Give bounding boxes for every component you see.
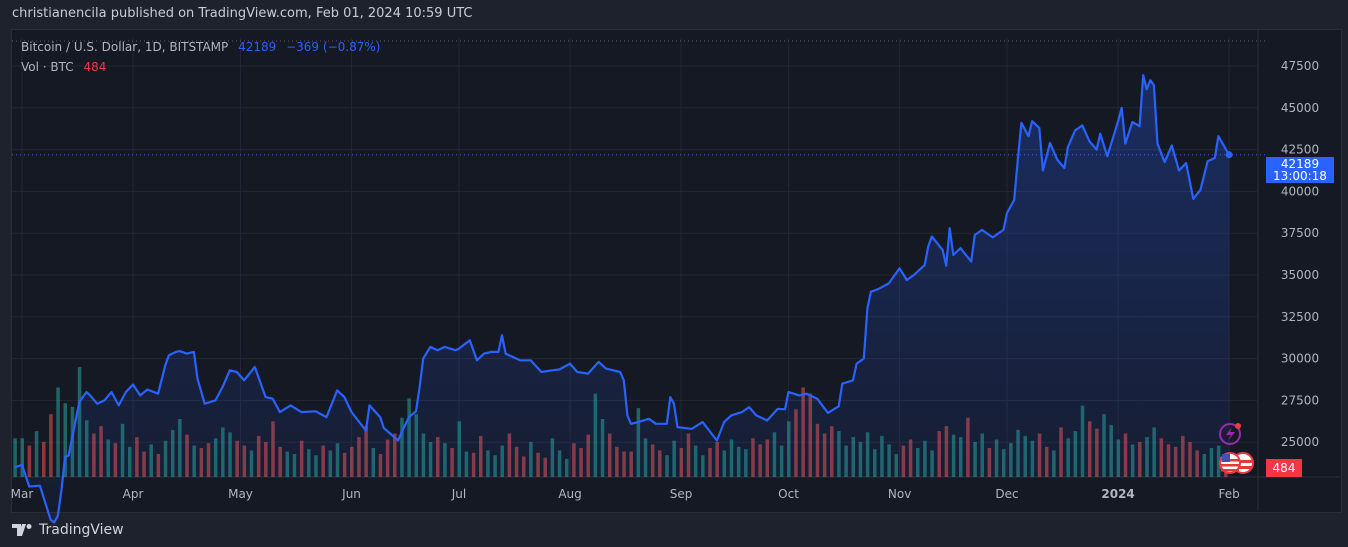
time-tick-label: Sep xyxy=(670,487,693,501)
price-change: −369 (−0.87%) xyxy=(286,40,381,54)
time-tick-label: Jun xyxy=(341,487,361,501)
last-price-dot xyxy=(1225,151,1233,159)
time-tick-label: Feb xyxy=(1219,487,1240,501)
price-tick-label: 25000 xyxy=(1281,435,1319,449)
time-tick-label: Aug xyxy=(558,487,581,501)
tradingview-logo-icon xyxy=(12,524,32,536)
brand-name: TradingView xyxy=(39,522,124,538)
price-line xyxy=(14,74,1231,524)
time-tick-label: Jul xyxy=(451,487,466,501)
volume-value: 484 xyxy=(83,60,107,74)
tradingview-logo[interactable]: TradingView xyxy=(12,522,124,538)
volume-axis-label: 484 xyxy=(1266,459,1302,477)
time-tick-label: Apr xyxy=(123,487,144,501)
price-tick-label: 30000 xyxy=(1281,352,1319,366)
price-tick-label: 37500 xyxy=(1281,226,1319,240)
price-area xyxy=(14,75,1230,523)
volume-indicator-name: Vol · BTC xyxy=(21,60,74,74)
time-tick-label: Dec xyxy=(995,487,1018,501)
price-tick-label: 45000 xyxy=(1281,101,1319,115)
symbol-name: Bitcoin / U.S. Dollar, 1D, BITSTAMP xyxy=(21,40,229,54)
price-tick-label: 27500 xyxy=(1281,393,1319,407)
time-tick-label: Nov xyxy=(888,487,911,501)
price-tick-label: 32500 xyxy=(1281,310,1319,324)
price-tick-label: 47500 xyxy=(1281,59,1319,73)
time-tick-label: May xyxy=(228,487,253,501)
lightning-event-icon[interactable] xyxy=(1219,423,1241,445)
volume-bar xyxy=(63,403,67,477)
price-axis: 25000 27500 30000 32500 35000 37500 40000 42500… xyxy=(1281,59,1319,449)
price-tick-label: 40000 xyxy=(1281,184,1319,198)
volume-bar xyxy=(56,387,60,477)
volume-bar xyxy=(27,445,32,477)
volume-bar xyxy=(41,441,46,477)
time-axis: Mar Apr May Jun Jul Aug Sep Oct Nov Dec 2024 Feb xyxy=(11,487,1240,501)
time-tick-label: Mar xyxy=(11,487,34,501)
volume-bar xyxy=(13,438,17,477)
volume-legend[interactable]: Vol · BTC 484 xyxy=(21,60,112,74)
price-axis-label: 42189 13:00:18 xyxy=(1266,157,1334,183)
price-tick-label: 42500 xyxy=(1281,143,1319,157)
time-tick-label: Oct xyxy=(778,487,799,501)
volume-bar xyxy=(34,431,39,477)
published-caption: christianencila published on TradingView… xyxy=(12,6,473,21)
us-flag-event-icon[interactable] xyxy=(1219,452,1241,474)
bar-countdown: 13:00:18 xyxy=(1273,169,1327,183)
price-tick-label: 35000 xyxy=(1281,268,1319,282)
price-label-value: 42189 xyxy=(1280,157,1320,171)
last-price: 42189 xyxy=(238,40,277,54)
symbol-legend[interactable]: Bitcoin / U.S. Dollar, 1D, BITSTAMP 4218… xyxy=(21,40,386,54)
volume-bar xyxy=(49,414,53,477)
volume-bar xyxy=(20,438,24,477)
time-tick-label: 2024 xyxy=(1101,487,1134,501)
